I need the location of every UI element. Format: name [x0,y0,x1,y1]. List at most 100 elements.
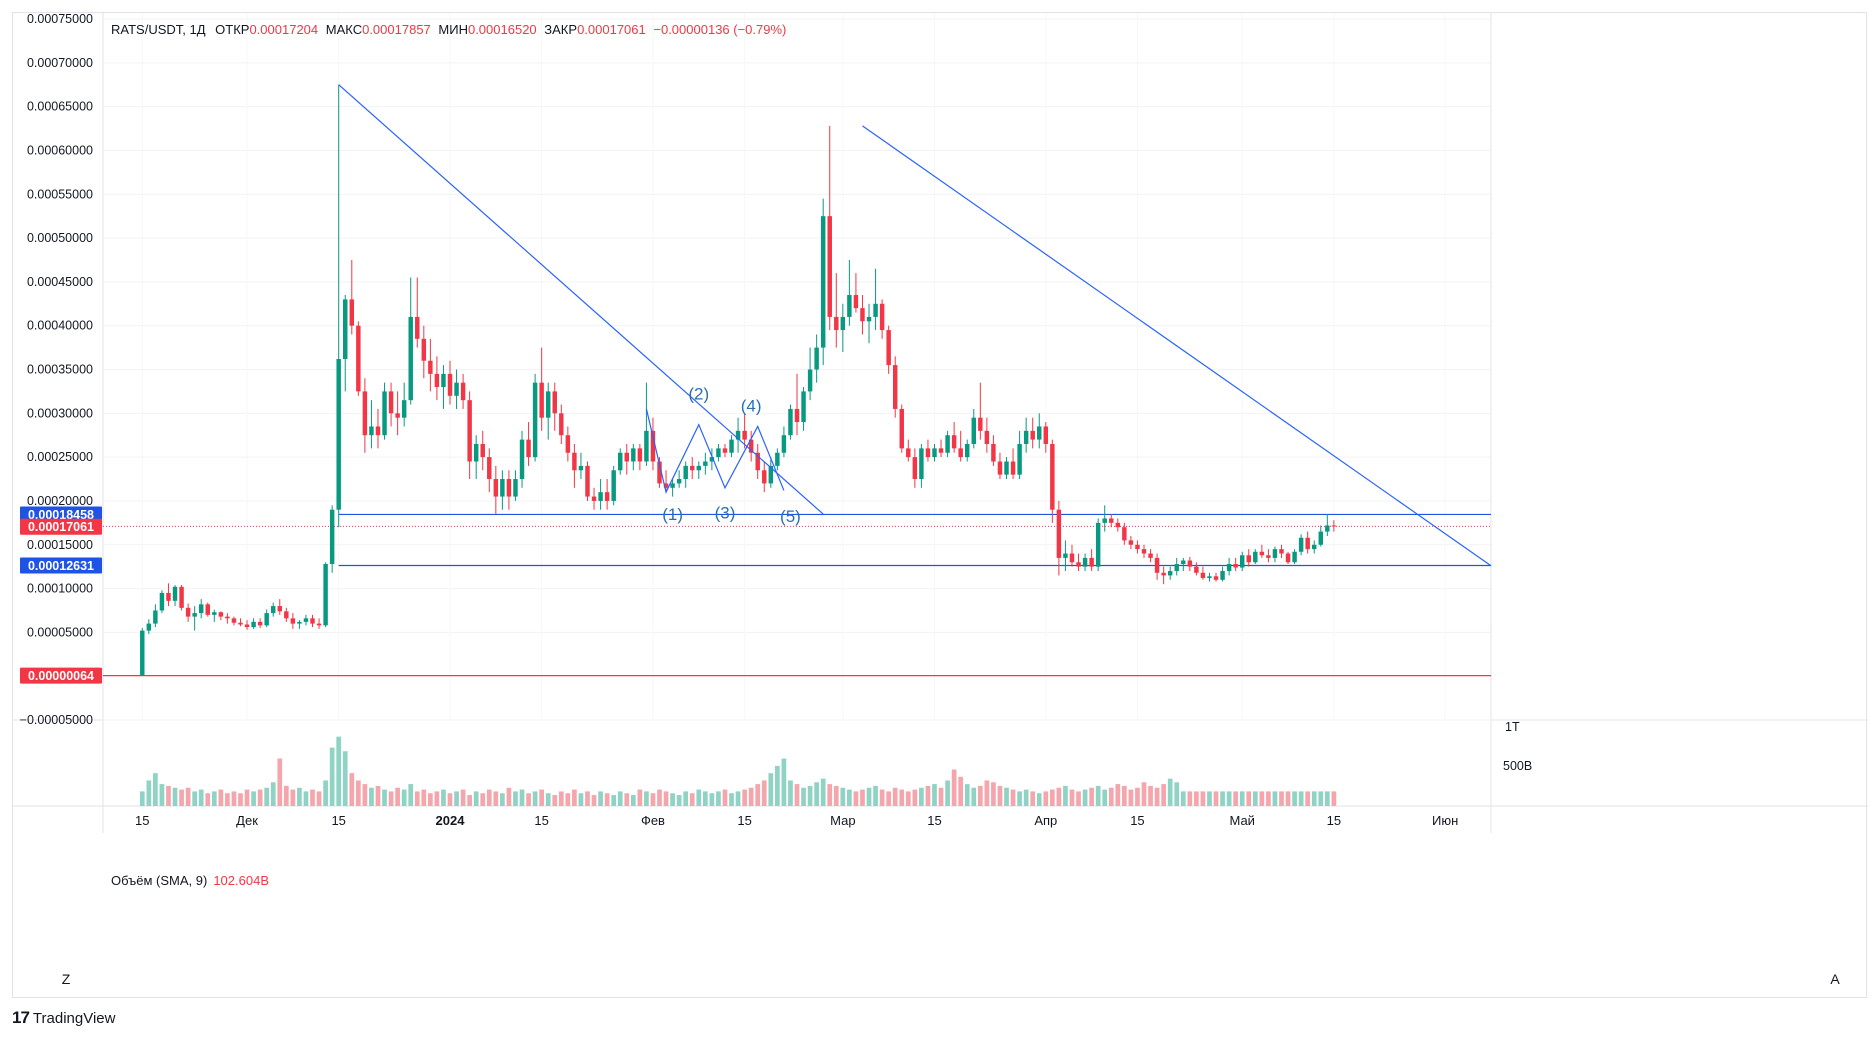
candle-body [1318,531,1323,545]
volume-bar [297,787,302,806]
volume-bar [807,785,813,806]
volume-legend-label[interactable]: Объём (SMA, 9) [111,873,208,888]
volume-bar [1174,782,1180,806]
y-tick-label: 0.00020000 [27,494,93,508]
volume-bar [729,793,734,806]
volume-bar [670,793,675,806]
candle-body [408,316,413,401]
candle-body [585,465,590,497]
candle-body [663,483,669,488]
candle-body [1017,443,1022,475]
candle-body [185,607,191,617]
candle-body [1037,426,1042,440]
candles-layer [140,84,1337,676]
candle-body [212,612,217,615]
candle-body [984,430,990,444]
volume-bar [801,787,806,806]
volume-bar [1200,791,1206,806]
candle-body [146,623,152,631]
volume-bar [565,793,571,806]
candle-body [447,373,453,396]
candle-body [1305,537,1310,550]
candle-body [657,461,662,484]
volume-bar [860,789,865,806]
volume-bar [768,773,774,806]
y-tick-label: 0.00010000 [27,582,93,596]
volume-bar [349,773,355,806]
candle-body [1226,564,1232,572]
volume-bar [1082,789,1088,806]
y-tick-label: 0.00005000 [27,625,93,639]
volume-bar [912,789,918,806]
volume-bar [1095,785,1101,806]
volume-bar [1128,789,1134,806]
volume-bar [552,795,558,806]
auto-scale-z-button[interactable]: Z [61,971,71,987]
candle-body [539,382,544,418]
volume-bar [454,791,459,806]
candle-body [1043,426,1049,444]
volume-bar [585,791,590,806]
volume-bar [1187,791,1193,806]
candle-body [879,303,885,331]
volume-bar [1036,793,1042,806]
volume-bar [833,785,839,806]
candle-body [703,461,708,466]
wave-label: (5) [780,507,801,526]
candle-body [637,448,643,462]
drawings-layer: (1) (2) (3) (4) (5) [338,84,1492,567]
x-tick-label: 15 [1327,813,1341,828]
chart-svg[interactable]: (1)(2)(3)(4)(5) 0.000750000.000700000.00… [13,13,1868,999]
volume-bar [1207,791,1212,806]
chart-frame[interactable]: (1) (2) (3) (4) (5) 0.00075000 0.00070000 0.00… [12,12,1868,999]
volume-bar [513,791,518,806]
candle-body [1082,557,1088,567]
candle-body [853,295,859,309]
volume-bar [146,780,152,806]
volume-bar [702,791,708,806]
candle-body [467,400,472,462]
volume-bar [316,791,322,806]
volume-bar [1318,791,1324,806]
volume-bar [369,787,374,806]
volume-bar [447,793,453,806]
x-tick-label: Дек [236,813,258,828]
x-tick-label: Май [1229,813,1254,828]
volume-bar [172,787,178,806]
volume-bar [788,780,793,806]
candle-body [1063,553,1068,558]
candle-body [932,448,937,458]
volume-legend: Объём (SMA, 9) 102.604B [111,873,269,888]
candle-body [513,479,518,497]
candle-body [559,413,564,436]
volume-bar [179,789,184,806]
symbol-name[interactable]: RATS/USDT, 1Д [111,22,206,37]
volume-bar [264,787,270,806]
candle-body [1010,461,1016,475]
candle-body [873,303,878,317]
volume-bar [270,782,276,806]
candle-body [951,435,957,449]
tradingview-brand[interactable]: 17 TradingView [12,1008,115,1028]
volume-bar [395,787,400,806]
candle-body [945,435,950,453]
volume-bar [755,784,761,806]
volume-bar [1004,787,1009,806]
candle-body [454,382,459,396]
candle-body [506,479,512,497]
volume-bar [1161,784,1166,806]
wave-label: (1) [662,505,683,524]
candle-body [401,400,407,418]
high-value: 0.00017857 [362,22,431,37]
auto-scale-a-button[interactable]: A [1830,971,1840,987]
candle-body [1050,443,1055,510]
candle-body [572,452,577,471]
volume-bar [159,784,165,806]
volume-bar [637,789,643,806]
volume-bar [329,747,335,806]
high-label: МАКС [325,22,363,37]
candle-body [1194,566,1199,573]
candle-body [775,452,780,466]
volume-bar [630,795,636,806]
candle-body [257,621,263,626]
